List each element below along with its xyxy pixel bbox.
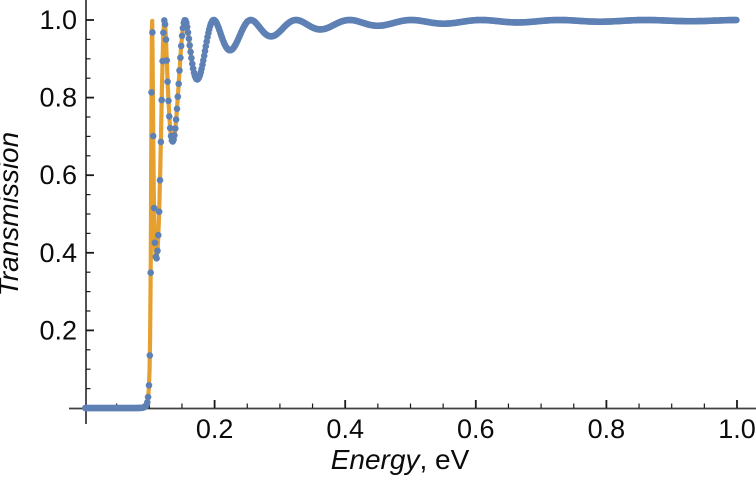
data-point [175, 80, 182, 88]
y-tick-label: 0.8 [39, 83, 77, 113]
data-point [163, 57, 171, 64]
y-axis-title: Transmission [0, 132, 24, 296]
y-tick-label: 0.6 [39, 160, 77, 190]
x-tick-label: 0.2 [196, 414, 234, 444]
data-point [172, 125, 179, 132]
data-point [153, 254, 160, 262]
data-point [160, 29, 167, 36]
data-point [147, 269, 154, 277]
data-point [157, 138, 165, 146]
data-point [185, 35, 193, 42]
data-point [173, 105, 181, 113]
y-tick-label: 0.4 [39, 238, 77, 268]
data-point [177, 54, 184, 61]
data-point [158, 96, 165, 104]
x-tick-label: 0.8 [588, 414, 626, 444]
data-point [150, 204, 158, 212]
data-point [166, 113, 173, 120]
data-point [156, 176, 164, 184]
data-point [177, 42, 185, 50]
data-point [149, 29, 156, 36]
x-axis-title: Energy, eV [331, 444, 470, 475]
data-point [171, 132, 178, 139]
data-point [145, 382, 153, 389]
data-point [165, 97, 172, 105]
x-tick-label: 1.0 [718, 414, 756, 444]
data-point [144, 399, 151, 406]
data-points-series [82, 16, 740, 412]
data-point [149, 132, 157, 140]
data-point [183, 23, 191, 31]
data-point [154, 247, 161, 255]
data-point [188, 54, 195, 62]
data-point [166, 124, 174, 132]
y-tick-label: 1.0 [39, 5, 77, 35]
data-point [176, 67, 183, 74]
data-point [174, 93, 182, 100]
data-point [178, 32, 186, 40]
data-point [144, 393, 152, 401]
data-point [162, 36, 170, 43]
data-point [161, 21, 169, 28]
data-point [148, 89, 155, 96]
data-point [172, 116, 180, 123]
data-point [164, 78, 171, 85]
data-point [155, 208, 163, 215]
data-point [151, 239, 159, 246]
data-point [146, 352, 154, 359]
x-tick-label: 0.4 [326, 414, 364, 444]
data-point [186, 42, 193, 49]
data-point [184, 29, 192, 36]
y-tick-label: 0.2 [39, 315, 77, 345]
data-point [155, 231, 162, 239]
data-point [733, 16, 740, 24]
data-point [187, 48, 194, 56]
model-curve-line [83, 17, 740, 411]
x-tick-label: 0.6 [457, 414, 495, 444]
